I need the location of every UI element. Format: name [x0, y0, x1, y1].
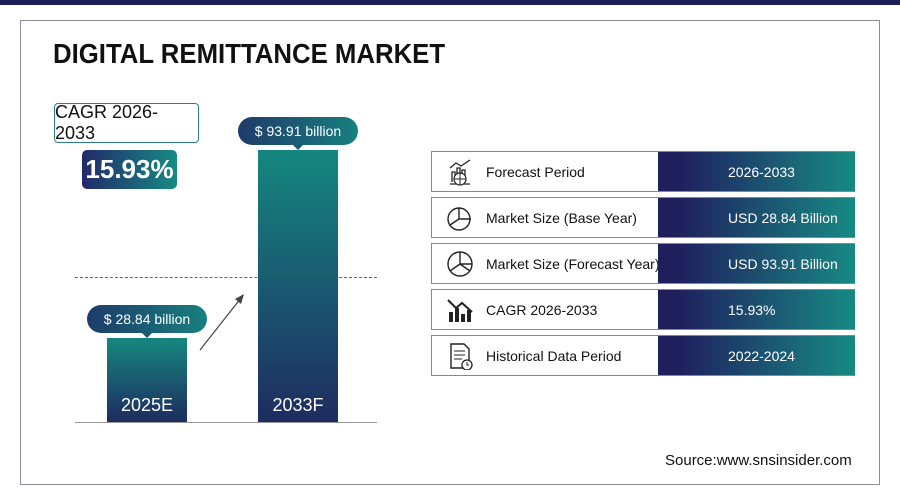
frame — [20, 20, 880, 485]
table-row: Historical Data Period 2022-2024 — [431, 335, 855, 376]
row-label: Forecast Period — [486, 163, 585, 180]
page-title: DIGITAL REMITTANCE MARKET — [53, 38, 446, 69]
growth-arrow-icon — [199, 294, 244, 351]
row-label: Market Size (Forecast Year) — [486, 255, 660, 272]
source-text: Source:www.snsinsider.com — [665, 452, 852, 469]
reference-dashed-line — [75, 277, 377, 278]
row-label: CAGR 2026-2033 — [486, 301, 598, 318]
row-value: USD 93.91 Billion — [658, 244, 855, 283]
table-row: Market Size (Base Year) USD 28.84 Billio… — [431, 197, 855, 238]
row-value: 15.93% — [658, 290, 855, 329]
bar-chart-trend-icon — [447, 299, 473, 322]
row-value: 2022-2024 — [658, 336, 855, 375]
table-row: Market Size (Forecast Year) USD 93.91 Bi… — [431, 243, 855, 284]
x-tick-label: 2025E — [120, 394, 174, 415]
chart-globe-icon — [449, 159, 471, 186]
pie-chart-icon — [447, 251, 473, 277]
bar-2025E: 2025E — [107, 338, 187, 422]
data-label: $ 93.91 billion — [238, 117, 358, 150]
top-bar — [0, 0, 900, 5]
cagr-value: 15.93% — [82, 150, 177, 189]
row-value: USD 28.84 Billion — [658, 198, 855, 237]
table-row: Forecast Period 2026-2033 — [431, 151, 855, 192]
bar-2033F: 2033F — [258, 150, 338, 422]
table-row: CAGR 2026-2033 15.93% — [431, 289, 855, 330]
row-label: Historical Data Period — [486, 347, 622, 364]
data-label: $ 28.84 billion — [87, 305, 207, 339]
x-axis — [75, 422, 377, 423]
pie-chart-icon — [447, 207, 471, 231]
cagr-label: CAGR 2026-2033 — [54, 102, 199, 143]
row-value: 2026-2033 — [658, 152, 855, 191]
row-label: Market Size (Base Year) — [486, 209, 637, 226]
x-tick-label: 2033F — [272, 395, 324, 415]
document-clock-icon — [450, 343, 473, 370]
